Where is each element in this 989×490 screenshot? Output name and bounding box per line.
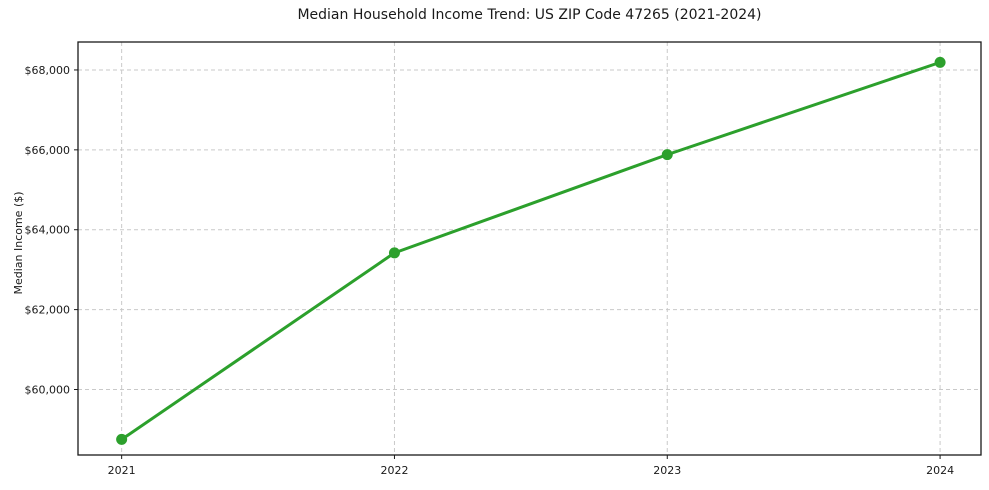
y-tick-label: $62,000 bbox=[25, 304, 71, 317]
y-tick-label: $68,000 bbox=[25, 64, 71, 77]
x-tick-label: 2022 bbox=[380, 464, 408, 477]
chart-title: Median Household Income Trend: US ZIP Co… bbox=[297, 7, 762, 23]
x-tick-label: 2024 bbox=[926, 464, 954, 477]
plot-border bbox=[77, 41, 982, 456]
y-tick-label: $66,000 bbox=[25, 144, 71, 157]
y-tick-label: $60,000 bbox=[25, 383, 71, 396]
chart-render-layer: $60,000 $62,000 $64,000 $66,000 $68,000 2021 2… bbox=[25, 41, 982, 477]
x-tick-label: 2023 bbox=[653, 464, 681, 477]
data-point bbox=[661, 149, 673, 161]
data-point bbox=[934, 56, 946, 68]
data-point bbox=[116, 433, 128, 445]
y-tick-label: $64,000 bbox=[25, 224, 71, 237]
trend-line bbox=[120, 60, 942, 441]
x-tick-label: 2021 bbox=[108, 464, 136, 477]
data-point bbox=[388, 247, 400, 259]
y-axis-label: Median Income ($) bbox=[12, 191, 25, 294]
